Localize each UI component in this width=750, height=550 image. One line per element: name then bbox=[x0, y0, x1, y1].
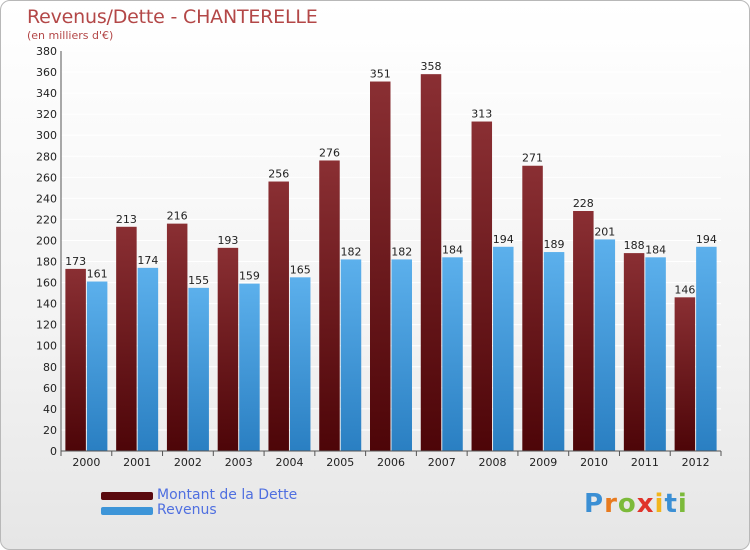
y-tick-label: 140 bbox=[36, 298, 57, 311]
bar-label-revenus: 182 bbox=[391, 245, 412, 258]
y-tick-label: 240 bbox=[36, 192, 57, 205]
bar-label-revenus: 194 bbox=[493, 233, 514, 246]
bar-revenus bbox=[137, 267, 159, 451]
x-tick-label: 2008 bbox=[479, 456, 507, 469]
legend-label-revenus: Revenus bbox=[157, 502, 217, 518]
bar-dette bbox=[116, 226, 137, 451]
bar-dette bbox=[268, 181, 289, 452]
bar-dette bbox=[370, 81, 391, 452]
bar-label-dette: 276 bbox=[319, 146, 340, 159]
chart-title: Revenus/Dette - CHANTERELLE bbox=[27, 6, 318, 28]
bar-revenus bbox=[239, 283, 260, 451]
bar-dette bbox=[623, 253, 645, 451]
bar-label-revenus: 189 bbox=[544, 238, 565, 251]
bar-label-revenus: 155 bbox=[188, 274, 209, 287]
y-tick-label: 360 bbox=[36, 66, 57, 79]
x-tick-label: 2010 bbox=[580, 456, 608, 469]
bar-revenus bbox=[645, 257, 666, 451]
x-tick-label: 2003 bbox=[225, 456, 253, 469]
y-tick-label: 280 bbox=[36, 150, 57, 163]
y-tick-label: 340 bbox=[36, 87, 57, 100]
proxiti-logo: Proxiti bbox=[584, 489, 688, 519]
y-tick-label: 300 bbox=[36, 129, 57, 142]
bar-label-dette: 313 bbox=[471, 108, 492, 121]
bar-dette bbox=[65, 268, 86, 451]
bar-revenus bbox=[289, 277, 311, 451]
y-tick-label: 320 bbox=[36, 108, 57, 121]
y-tick-label: 40 bbox=[43, 403, 57, 416]
bar-label-dette: 228 bbox=[573, 197, 594, 210]
bar-label-revenus: 201 bbox=[594, 225, 615, 238]
bar-label-dette: 146 bbox=[674, 283, 695, 296]
bar-label-revenus: 184 bbox=[645, 243, 666, 256]
bar-revenus bbox=[696, 246, 717, 451]
legend-swatch-dette bbox=[101, 492, 153, 500]
bar-label-dette: 351 bbox=[370, 68, 391, 81]
bar-revenus bbox=[86, 281, 108, 451]
y-tick-label: 100 bbox=[36, 340, 57, 353]
x-tick-label: 2000 bbox=[72, 456, 100, 469]
bar-revenus bbox=[543, 252, 565, 451]
bar-label-dette: 256 bbox=[268, 168, 289, 181]
bar-dette bbox=[166, 223, 188, 451]
x-tick-label: 2001 bbox=[123, 456, 151, 469]
bar-dette bbox=[319, 160, 340, 451]
y-tick-label: 20 bbox=[43, 424, 57, 437]
y-tick-label: 60 bbox=[43, 382, 57, 395]
bar-label-dette: 193 bbox=[217, 234, 238, 247]
x-tick-label: 2004 bbox=[275, 456, 303, 469]
y-tick-label: 260 bbox=[36, 171, 57, 184]
x-tick-label: 2011 bbox=[631, 456, 659, 469]
bar-dette bbox=[471, 121, 493, 452]
bar-label-dette: 216 bbox=[167, 210, 188, 223]
bar-dette bbox=[522, 165, 543, 451]
bar-revenus bbox=[594, 239, 616, 451]
bar-revenus bbox=[391, 259, 412, 451]
bar-label-revenus: 165 bbox=[290, 263, 311, 276]
y-tick-label: 220 bbox=[36, 213, 57, 226]
y-tick-label: 160 bbox=[36, 277, 57, 290]
legend-swatch-revenus bbox=[101, 507, 153, 515]
x-tick-label: 2005 bbox=[326, 456, 354, 469]
y-tick-label: 200 bbox=[36, 234, 57, 247]
bar-dette bbox=[674, 297, 696, 451]
y-tick-label: 80 bbox=[43, 361, 57, 374]
bar-label-revenus: 182 bbox=[340, 245, 361, 258]
bar-label-revenus: 194 bbox=[696, 233, 717, 246]
bar-dette bbox=[420, 74, 442, 451]
bar-revenus bbox=[442, 257, 463, 451]
x-tick-label: 2009 bbox=[529, 456, 557, 469]
y-tick-label: 180 bbox=[36, 256, 57, 269]
y-tick-label: 380 bbox=[36, 45, 57, 58]
x-tick-label: 2007 bbox=[428, 456, 456, 469]
bar-label-dette: 213 bbox=[116, 213, 137, 226]
x-tick-label: 2006 bbox=[377, 456, 405, 469]
bar-revenus bbox=[188, 287, 209, 451]
chart-subtitle: (en milliers d'€) bbox=[27, 29, 114, 42]
x-tick-label: 2002 bbox=[174, 456, 202, 469]
bar-label-dette: 271 bbox=[522, 152, 543, 165]
bar-label-dette: 173 bbox=[65, 255, 86, 268]
bar-label-revenus: 184 bbox=[442, 243, 463, 256]
y-tick-label: 0 bbox=[50, 445, 57, 458]
bar-label-revenus: 174 bbox=[137, 254, 158, 267]
bar-dette bbox=[217, 247, 239, 451]
bar-label-revenus: 161 bbox=[87, 268, 108, 281]
bar-dette bbox=[573, 211, 594, 451]
x-tick-label: 2012 bbox=[682, 456, 710, 469]
bar-label-revenus: 159 bbox=[239, 270, 260, 283]
bar-label-dette: 358 bbox=[421, 60, 442, 73]
bar-revenus bbox=[340, 259, 362, 451]
legend-label-dette: Montant de la Dette bbox=[157, 487, 298, 503]
y-tick-label: 120 bbox=[36, 319, 57, 332]
bar-revenus bbox=[493, 246, 514, 451]
bar-label-dette: 188 bbox=[624, 239, 645, 252]
